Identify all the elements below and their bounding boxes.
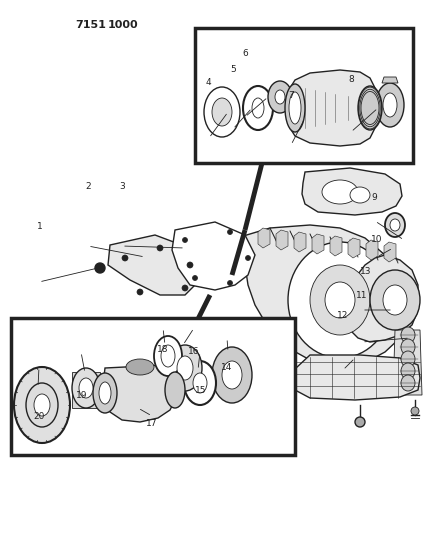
Ellipse shape bbox=[411, 407, 419, 415]
Ellipse shape bbox=[187, 262, 193, 268]
Text: 9: 9 bbox=[372, 193, 377, 201]
Ellipse shape bbox=[252, 98, 264, 118]
Ellipse shape bbox=[14, 367, 70, 443]
Ellipse shape bbox=[390, 219, 400, 231]
Ellipse shape bbox=[228, 230, 232, 235]
Ellipse shape bbox=[161, 345, 175, 367]
Ellipse shape bbox=[177, 356, 193, 380]
Text: 10: 10 bbox=[371, 236, 382, 244]
Ellipse shape bbox=[204, 87, 240, 137]
Ellipse shape bbox=[72, 368, 100, 408]
Ellipse shape bbox=[79, 378, 93, 398]
Ellipse shape bbox=[212, 347, 252, 403]
Polygon shape bbox=[384, 242, 396, 262]
Ellipse shape bbox=[95, 263, 105, 273]
Polygon shape bbox=[348, 255, 418, 342]
Text: 14: 14 bbox=[221, 364, 232, 372]
Ellipse shape bbox=[222, 361, 242, 389]
Polygon shape bbox=[293, 355, 420, 400]
Ellipse shape bbox=[93, 373, 117, 413]
Ellipse shape bbox=[243, 86, 273, 130]
Polygon shape bbox=[312, 234, 324, 254]
Polygon shape bbox=[393, 330, 422, 395]
Text: 6: 6 bbox=[242, 49, 248, 58]
Ellipse shape bbox=[165, 372, 185, 408]
Ellipse shape bbox=[26, 383, 58, 427]
Ellipse shape bbox=[385, 213, 405, 237]
Ellipse shape bbox=[288, 242, 392, 358]
Ellipse shape bbox=[350, 187, 370, 203]
Ellipse shape bbox=[401, 351, 415, 367]
Ellipse shape bbox=[285, 84, 305, 132]
Polygon shape bbox=[108, 235, 205, 295]
Text: 19: 19 bbox=[76, 391, 87, 400]
Polygon shape bbox=[330, 236, 342, 256]
Ellipse shape bbox=[401, 363, 415, 379]
Text: 1: 1 bbox=[36, 222, 42, 231]
Ellipse shape bbox=[275, 90, 285, 104]
Ellipse shape bbox=[122, 255, 128, 261]
Polygon shape bbox=[294, 232, 306, 252]
Ellipse shape bbox=[34, 394, 50, 416]
Ellipse shape bbox=[182, 285, 188, 291]
Text: 1000: 1000 bbox=[108, 20, 139, 30]
Ellipse shape bbox=[370, 270, 420, 330]
Ellipse shape bbox=[376, 83, 404, 127]
Polygon shape bbox=[366, 240, 378, 260]
Ellipse shape bbox=[383, 93, 397, 117]
Ellipse shape bbox=[401, 339, 415, 355]
Ellipse shape bbox=[268, 81, 292, 113]
Polygon shape bbox=[290, 70, 376, 146]
Ellipse shape bbox=[289, 92, 301, 124]
Ellipse shape bbox=[355, 417, 365, 427]
Text: 8: 8 bbox=[348, 76, 354, 84]
Ellipse shape bbox=[310, 265, 370, 335]
Text: 7151: 7151 bbox=[75, 20, 106, 30]
Ellipse shape bbox=[246, 255, 250, 261]
Ellipse shape bbox=[325, 282, 355, 318]
Ellipse shape bbox=[137, 289, 143, 295]
Ellipse shape bbox=[193, 373, 207, 393]
Text: 12: 12 bbox=[337, 311, 348, 320]
Text: 17: 17 bbox=[146, 419, 158, 428]
Text: 5: 5 bbox=[230, 65, 236, 74]
Ellipse shape bbox=[383, 285, 407, 315]
Polygon shape bbox=[258, 228, 270, 248]
Polygon shape bbox=[276, 230, 288, 250]
Text: 18: 18 bbox=[157, 345, 168, 353]
Ellipse shape bbox=[126, 359, 154, 375]
Ellipse shape bbox=[168, 345, 202, 391]
Polygon shape bbox=[230, 225, 408, 365]
Bar bbox=[195, 28, 413, 163]
Ellipse shape bbox=[157, 245, 163, 251]
Text: 13: 13 bbox=[360, 268, 372, 276]
Polygon shape bbox=[172, 222, 255, 290]
Ellipse shape bbox=[154, 336, 182, 376]
Ellipse shape bbox=[212, 98, 232, 126]
Text: 2: 2 bbox=[85, 182, 91, 191]
Ellipse shape bbox=[182, 238, 187, 243]
Ellipse shape bbox=[322, 180, 358, 204]
Text: 4: 4 bbox=[205, 78, 211, 87]
Text: 3: 3 bbox=[119, 182, 125, 191]
Polygon shape bbox=[348, 238, 360, 258]
Ellipse shape bbox=[193, 276, 197, 280]
Polygon shape bbox=[72, 372, 100, 408]
Polygon shape bbox=[103, 365, 178, 422]
Ellipse shape bbox=[99, 382, 111, 404]
Ellipse shape bbox=[184, 361, 216, 405]
Ellipse shape bbox=[228, 280, 232, 286]
Text: 15: 15 bbox=[195, 386, 206, 394]
Text: 7: 7 bbox=[288, 92, 294, 100]
Ellipse shape bbox=[358, 86, 382, 130]
Ellipse shape bbox=[401, 327, 415, 343]
Ellipse shape bbox=[401, 375, 415, 391]
Text: 16: 16 bbox=[188, 348, 199, 356]
Polygon shape bbox=[382, 77, 398, 83]
Text: 20: 20 bbox=[34, 413, 45, 421]
Polygon shape bbox=[302, 168, 402, 215]
Bar bbox=[11, 318, 295, 455]
Text: 11: 11 bbox=[356, 292, 367, 300]
